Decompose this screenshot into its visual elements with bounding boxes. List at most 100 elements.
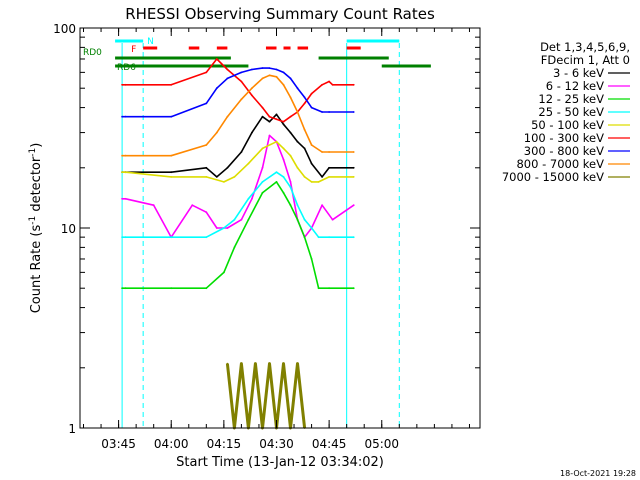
series-4-point-1 (124, 171, 127, 174)
series-4-point-5 (233, 176, 236, 178)
series-6-point-10 (275, 68, 278, 71)
series-1-point-10 (261, 166, 264, 169)
series-7-point-7 (251, 87, 253, 90)
series-line-8 (225, 362, 307, 430)
series-8-point-6 (268, 362, 271, 365)
series-7-point-2 (170, 154, 173, 157)
series-7-point-6 (240, 98, 243, 101)
series-1-point-6 (215, 227, 218, 229)
x-tick-label-1: 04:00 (154, 437, 189, 451)
series-6-point-0 (121, 115, 123, 118)
series-2-point-15 (328, 287, 330, 290)
series-2-point-16 (352, 287, 355, 290)
series-5-point-2 (170, 83, 173, 86)
legend-label-4: 50 - 100 keV (531, 118, 604, 132)
series-7-point-1 (124, 154, 127, 157)
series-4-point-11 (296, 166, 299, 169)
series-8-point-0 (226, 362, 229, 365)
annotation-label-rd0: RD0 (83, 48, 102, 58)
series-1-point-5 (205, 211, 208, 214)
series-0-point-17 (328, 166, 330, 169)
series-4-point-14 (317, 181, 320, 183)
series-6-point-4 (215, 87, 218, 90)
series-5-point-6 (240, 80, 243, 83)
series-6-point-14 (303, 96, 306, 99)
y-axis-label-sup2: -1 (28, 148, 38, 157)
legend-label-6: 300 - 800 keV (524, 144, 604, 158)
series-4-point-0 (121, 171, 123, 174)
series-2-point-14 (317, 287, 320, 290)
series-5-point-1 (124, 83, 127, 86)
series-3-point-13 (310, 227, 313, 229)
series-5-point-14 (303, 102, 306, 105)
series-5-point-18 (331, 83, 334, 86)
legend-header-0: Det 1,3,4,5,6,9, (540, 40, 630, 54)
series-7-point-0 (121, 154, 123, 157)
series-6-point-13 (296, 87, 299, 90)
legend-label-5: 100 - 300 keV (524, 131, 604, 145)
series-6-point-15 (310, 106, 313, 109)
series-6-point-18 (352, 111, 355, 113)
series-5-point-3 (205, 71, 208, 74)
series-6-point-6 (240, 71, 243, 74)
series-3-point-1 (124, 236, 127, 239)
series-5-point-17 (328, 80, 330, 83)
series-0-point-5 (226, 166, 229, 169)
annotation-label-n: N (147, 37, 154, 47)
series-1-point-0 (121, 197, 123, 200)
series-3-point-11 (296, 204, 299, 207)
series-3-point-14 (317, 236, 320, 239)
series-5-point-16 (321, 83, 323, 86)
series-1-point-7 (226, 227, 229, 229)
y-tick-label-2: 100 (53, 22, 76, 36)
series-1-point-2 (152, 204, 155, 207)
series-1-point-19 (331, 218, 334, 221)
chart-axes: 03:45 04:00 04:15 04:30 04:45 05:00 1 10 100 (53, 22, 480, 451)
series-7-point-13 (296, 111, 299, 113)
series-7-point-11 (282, 83, 285, 86)
series-6-point-9 (268, 67, 271, 69)
series-0-point-7 (251, 131, 253, 134)
series-6-point-16 (321, 111, 323, 113)
series-0-point-11 (282, 123, 285, 126)
series-3-point-10 (289, 186, 292, 189)
series-4-point-7 (261, 147, 264, 150)
series-2-point-0 (121, 287, 123, 290)
series-5-point-5 (226, 68, 229, 71)
series-0-point-18 (352, 166, 355, 169)
series-6-point-12 (289, 77, 292, 80)
series-4-point-8 (275, 140, 278, 143)
series-3-point-5 (233, 218, 236, 221)
series-6-point-1 (124, 115, 127, 118)
series-1-point-8 (240, 218, 243, 221)
series-2-point-4 (223, 271, 225, 274)
series-2-point-2 (170, 287, 173, 290)
series-0-point-8 (261, 115, 264, 118)
series-8-point-2 (240, 362, 243, 365)
series-0-point-12 (289, 131, 292, 134)
legend-label-7: 800 - 7000 keV (516, 157, 604, 171)
x-axis-label: Start Time (13-Jan-12 03:34:02) (176, 455, 384, 470)
chart-title: RHESSI Observing Summary Count Rates (125, 5, 435, 23)
x-tick-label-5: 05:00 (364, 437, 399, 451)
series-7-point-8 (261, 77, 264, 80)
series-1-point-14 (289, 181, 292, 183)
series-1-point-9 (251, 197, 253, 200)
legend-label-0: 3 - 6 keV (553, 66, 604, 80)
series-6-point-17 (328, 111, 330, 113)
x-tick-label-4: 04:45 (312, 437, 347, 451)
series-4-point-6 (247, 162, 250, 165)
annotation-label-rd6: RD6 (117, 63, 136, 73)
y-axis-label-end: ) (29, 143, 44, 148)
y-axis-label-mid: detector (29, 156, 44, 216)
series-7-point-15 (310, 144, 313, 146)
series-7-point-14 (303, 128, 306, 131)
series-0-point-2 (170, 171, 173, 174)
series-1-point-20 (352, 204, 355, 207)
series-0-point-9 (268, 120, 271, 123)
series-3-point-7 (261, 181, 264, 183)
series-1-point-13 (282, 158, 285, 161)
series-5-point-7 (251, 94, 253, 97)
